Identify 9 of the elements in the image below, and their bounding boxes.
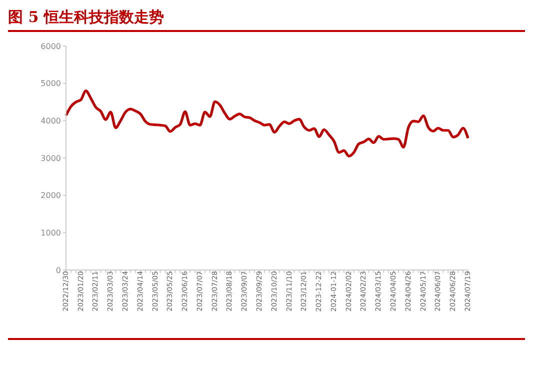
y-tick-label: 6000 [40,42,61,51]
y-tick-label: 0 [56,266,61,275]
y-tick-label: 4000 [40,116,61,126]
y-tick-label: 1000 [40,228,61,238]
y-tick-label: 5000 [40,79,61,88]
line-series [64,90,470,158]
y-tick-label: 3000 [40,154,61,163]
y-tick-label: 2000 [40,191,61,200]
chart-title: 图 5 恒生科技指数走势 [8,8,525,32]
